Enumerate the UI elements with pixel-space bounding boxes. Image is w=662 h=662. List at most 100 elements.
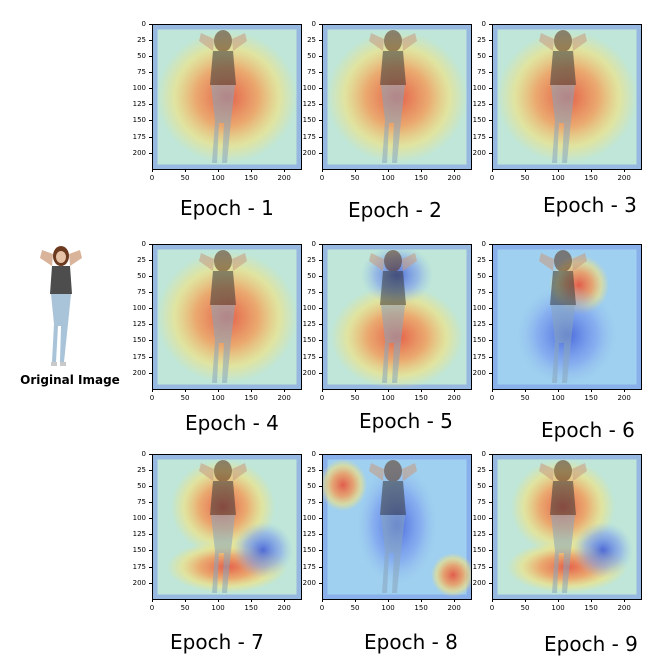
x-tick bbox=[185, 599, 187, 602]
y-tick bbox=[149, 40, 152, 42]
x-tick bbox=[322, 169, 323, 172]
y-tick bbox=[149, 340, 152, 342]
y-tick-label: 0 bbox=[481, 20, 486, 28]
x-tick bbox=[525, 169, 527, 172]
x-tick bbox=[322, 599, 323, 602]
y-tick bbox=[489, 372, 492, 374]
x-tick bbox=[355, 169, 357, 172]
y-tick bbox=[319, 582, 322, 584]
x-tick bbox=[421, 389, 423, 392]
x-tick-label: 100 bbox=[381, 604, 395, 612]
x-tick-label: 50 bbox=[520, 604, 530, 612]
x-tick-label: 100 bbox=[551, 394, 565, 402]
y-tick bbox=[489, 56, 492, 58]
y-tick-label: 0 bbox=[481, 240, 486, 248]
y-tick bbox=[319, 24, 322, 25]
epoch-label: Epoch - 6 bbox=[541, 418, 635, 442]
y-tick-label: 100 bbox=[132, 84, 146, 93]
heatmap-panel: 0 25 50 75 100 125 150 175 200 0 50 100 150 200 bbox=[473, 450, 642, 612]
y-tick bbox=[489, 120, 492, 122]
y-tick-label: 50 bbox=[137, 482, 146, 491]
y-tick-label: 175 bbox=[132, 352, 146, 361]
x-tick-label: 200 bbox=[617, 394, 631, 402]
y-tick bbox=[149, 582, 152, 584]
y-tick-label: 150 bbox=[472, 546, 486, 555]
x-tick-label: 50 bbox=[180, 604, 190, 612]
x-tick bbox=[218, 389, 220, 392]
y-tick-label: 25 bbox=[477, 256, 486, 265]
y-tick-label: 100 bbox=[472, 304, 486, 313]
x-tick bbox=[388, 389, 390, 392]
x-tick bbox=[525, 599, 527, 602]
y-tick bbox=[319, 276, 322, 278]
y-tick bbox=[489, 324, 492, 326]
y-tick-label: 175 bbox=[302, 352, 316, 361]
y-tick bbox=[319, 470, 322, 472]
y-tick bbox=[319, 340, 322, 342]
heatmap-panel: 0 25 50 75 100 125 150 175 200 0 50 100 150 200 bbox=[133, 240, 302, 402]
x-tick-label: 100 bbox=[211, 604, 225, 612]
x-tick bbox=[251, 389, 253, 392]
x-tick-label: 0 bbox=[149, 394, 155, 402]
y-tick-label: 75 bbox=[307, 498, 316, 507]
x-tick bbox=[525, 389, 527, 392]
heatmap-plot bbox=[492, 24, 642, 170]
x-tick bbox=[454, 389, 456, 392]
heatmap-image bbox=[493, 455, 641, 599]
y-tick-label: 50 bbox=[137, 52, 146, 61]
heatmap-panel: 0 25 50 75 100 125 150 175 200 0 50 100 150 200 bbox=[303, 240, 472, 402]
y-tick-label: 125 bbox=[472, 530, 486, 539]
x-tick bbox=[185, 169, 187, 172]
y-tick bbox=[489, 534, 492, 536]
y-tick-label: 175 bbox=[302, 132, 316, 141]
x-tick-label: 0 bbox=[319, 394, 325, 402]
y-tick bbox=[489, 136, 492, 138]
x-tick bbox=[492, 169, 493, 172]
y-tick-label: 125 bbox=[132, 320, 146, 329]
x-tick bbox=[152, 599, 153, 602]
y-tick bbox=[319, 454, 322, 455]
heatmap-panel: 0 25 50 75 100 125 150 175 200 0 50 100 150 200 bbox=[473, 20, 642, 182]
heatmap-image bbox=[493, 25, 641, 169]
y-tick bbox=[319, 136, 322, 138]
y-tick-label: 200 bbox=[302, 578, 316, 587]
x-tick bbox=[355, 389, 357, 392]
y-tick-label: 200 bbox=[132, 578, 146, 587]
y-tick-label: 200 bbox=[302, 148, 316, 157]
x-tick-label: 200 bbox=[447, 394, 461, 402]
y-tick-label: 50 bbox=[137, 272, 146, 281]
y-tick-label: 175 bbox=[132, 132, 146, 141]
y-tick-label: 25 bbox=[477, 466, 486, 475]
x-tick-label: 200 bbox=[277, 174, 291, 182]
epoch-label: Epoch - 8 bbox=[364, 630, 458, 654]
original-image-caption: Original Image bbox=[20, 373, 120, 387]
epoch-label: Epoch - 5 bbox=[359, 409, 453, 433]
y-tick bbox=[489, 72, 492, 74]
x-tick-label: 200 bbox=[277, 394, 291, 402]
y-tick bbox=[319, 550, 322, 552]
x-tick bbox=[388, 169, 390, 172]
y-tick bbox=[319, 120, 322, 122]
x-tick-label: 100 bbox=[211, 394, 225, 402]
y-tick bbox=[319, 292, 322, 294]
x-tick-label: 0 bbox=[489, 604, 495, 612]
x-tick bbox=[624, 169, 626, 172]
y-tick-label: 200 bbox=[472, 368, 486, 377]
y-tick bbox=[319, 518, 322, 520]
x-tick bbox=[355, 599, 357, 602]
y-tick-label: 175 bbox=[472, 352, 486, 361]
x-tick bbox=[558, 389, 560, 392]
epoch-label: Epoch - 4 bbox=[185, 411, 279, 435]
y-tick-label: 0 bbox=[311, 20, 316, 28]
y-tick bbox=[489, 24, 492, 25]
y-tick bbox=[149, 356, 152, 358]
x-tick-label: 100 bbox=[551, 174, 565, 182]
x-tick bbox=[421, 169, 423, 172]
y-tick bbox=[149, 470, 152, 472]
y-tick-label: 50 bbox=[477, 482, 486, 491]
y-tick-label: 0 bbox=[311, 240, 316, 248]
y-tick bbox=[149, 244, 152, 245]
x-tick bbox=[284, 389, 286, 392]
y-tick-label: 175 bbox=[302, 562, 316, 571]
